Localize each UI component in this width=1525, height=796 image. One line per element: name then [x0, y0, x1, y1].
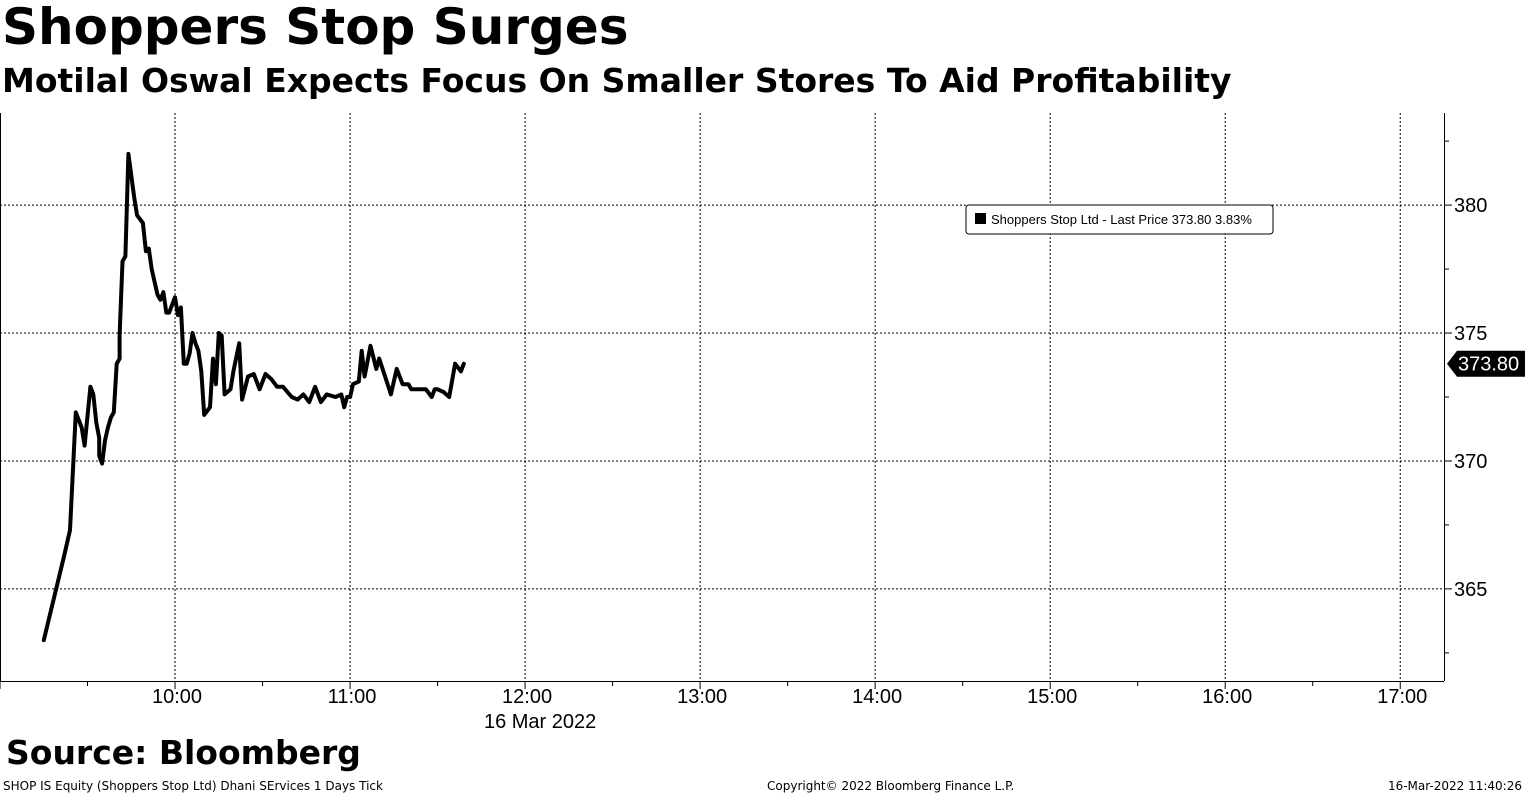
footer-copyright: Copyright© 2022 Bloomberg Finance L.P. [767, 779, 1015, 793]
grid-layer [0, 113, 1444, 681]
x-tick-label: 17:00 [1377, 686, 1427, 708]
source-label: Source: Bloomberg [6, 733, 361, 772]
legend-box [965, 204, 1274, 235]
y-tick-label: 365 [1454, 579, 1487, 601]
legend-text: Shoppers Stop Ltd - Last Price 373.80 3.… [991, 212, 1252, 227]
footer-ticker-info: SHOP IS Equity (Shoppers Stop Ltd) Dhani… [3, 779, 383, 793]
y-tick-label: 380 [1454, 195, 1487, 217]
x-date-label: 16 Mar 2022 [484, 711, 596, 733]
last-price-label: 373.80 [1458, 354, 1519, 376]
series-layer [41, 151, 466, 643]
y-tick-label: 375 [1454, 323, 1487, 345]
x-tick-label: 11:00 [328, 686, 377, 708]
price-series-line [41, 151, 466, 643]
legend-swatch [975, 213, 986, 224]
legend: Shoppers Stop Ltd - Last Price 373.80 3.… [965, 204, 1274, 235]
x-tick-label: 14:00 [852, 686, 902, 708]
x-tick-label: 15:00 [1027, 686, 1077, 708]
axes-layer: 10:00 11:00 12:00 13:00 14:00 15:00 16:00 17:00… [0, 113, 1487, 733]
x-tick-label: 13:00 [677, 686, 727, 708]
chart-title: Shoppers Stop Surges [2, 0, 629, 56]
footer-timestamp: 16-Mar-2022 11:40:26 [1387, 779, 1522, 793]
x-tick-label: 12:00 [502, 686, 552, 708]
chart-subtitle: Motilal Oswal Expects Focus On Smaller S… [2, 61, 1232, 100]
x-tick-label: 10:00 [152, 686, 202, 708]
last-price-tag: 373.80 [1447, 350, 1525, 377]
x-tick-label: 16:00 [1202, 686, 1252, 708]
last-price-marker [1447, 350, 1525, 377]
y-tick-label: 370 [1454, 451, 1487, 473]
